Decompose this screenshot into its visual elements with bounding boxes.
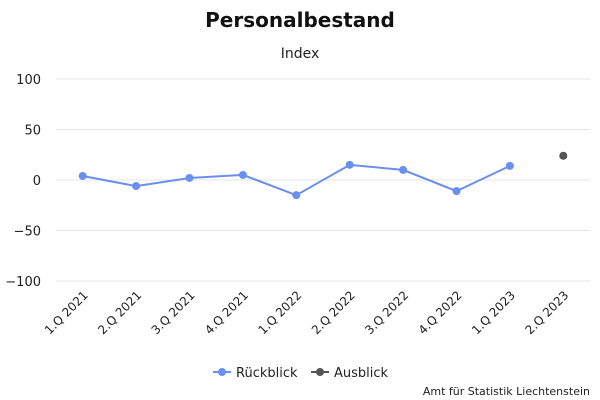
data-point[interactable] (505, 161, 514, 170)
data-point[interactable] (452, 187, 461, 196)
data-point[interactable] (238, 170, 247, 179)
x-tick-label: 1.Q 2023 (469, 288, 518, 337)
legend-item-rueckblick[interactable]: Rückblick (213, 366, 298, 381)
data-point[interactable] (345, 160, 354, 169)
chart-credit[interactable]: Amt für Statistik Liechtenstein (423, 385, 590, 398)
y-axis-ticks: 100 50 0 −50 −100 (5, 73, 41, 290)
y-tick-label: −100 (5, 275, 41, 290)
legend-label-rueckblick: Rückblick (236, 366, 298, 381)
x-tick-label: 2.Q 2022 (309, 288, 358, 337)
y-tick-label: −50 (14, 225, 41, 240)
data-point[interactable] (399, 165, 408, 174)
legend: Rückblick Ausblick (213, 366, 389, 381)
chart-title: Personalbestand (205, 8, 395, 32)
legend-label-ausblick: Ausblick (334, 366, 389, 381)
x-tick-label: 3.Q 2022 (362, 288, 411, 337)
series-layer (78, 151, 568, 200)
data-point[interactable] (292, 191, 301, 200)
x-tick-label: 4.Q 2022 (416, 288, 465, 337)
x-axis-ticks: 1.Q 2021 2.Q 2021 3.Q 2021 4.Q 2021 1.Q 2022… (42, 288, 572, 337)
y-tick-label: 50 (24, 124, 41, 139)
x-tick-label: 2.Q 2021 (95, 288, 144, 337)
x-tick-label: 2.Q 2023 (522, 288, 571, 337)
x-tick-label: 3.Q 2021 (149, 288, 198, 337)
x-tick-label: 1.Q 2021 (42, 288, 91, 337)
x-tick-label: 1.Q 2022 (255, 288, 304, 337)
x-tick-label: 4.Q 2021 (202, 288, 251, 337)
legend-marker-rueckblick (218, 368, 226, 376)
legend-marker-ausblick (316, 368, 324, 376)
legend-item-ausblick[interactable]: Ausblick (311, 366, 389, 381)
y-tick-label: 0 (33, 174, 41, 189)
data-point[interactable] (78, 171, 87, 180)
y-tick-label: 100 (16, 73, 41, 88)
data-point[interactable] (132, 182, 141, 191)
data-point[interactable] (559, 151, 568, 160)
data-point[interactable] (185, 173, 194, 182)
chart-subtitle: Index (281, 46, 320, 62)
